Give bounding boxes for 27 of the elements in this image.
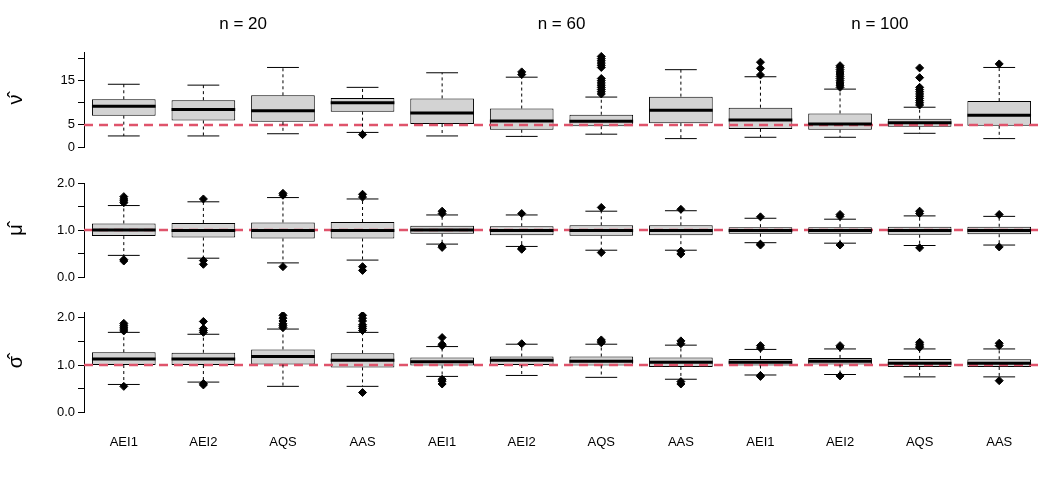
x-tick-label: AEI1	[428, 433, 457, 449]
x-tick-label: AEI1	[746, 433, 775, 449]
x-tick-label: AEI2	[825, 433, 855, 449]
x-tick-label: AEI1	[109, 433, 138, 449]
x-tick-label: AQS	[269, 433, 298, 449]
y-tick-label: 5	[67, 116, 75, 132]
y-tick-label: 0.0	[56, 268, 75, 284]
y-axis-title: σ̂	[3, 352, 26, 369]
y-axis-title: μ̂	[3, 220, 26, 236]
x-tick-label: AAS	[986, 433, 1013, 449]
text: n = 20	[219, 13, 268, 33]
text: n = 60	[537, 13, 586, 33]
x-tick-label: AEI2	[507, 433, 536, 449]
x-tick-label: AQS	[905, 433, 934, 449]
text: n = 100	[851, 13, 909, 33]
x-tick-label: AEI2	[189, 433, 218, 449]
y-tick-label: 15	[60, 72, 75, 88]
x-tick-label: AAS	[349, 433, 376, 449]
y-tick-label: 2.0	[56, 309, 75, 325]
y-tick-label: 0.0	[56, 403, 75, 419]
y-axis-title: ν̂	[3, 90, 26, 105]
y-tick-label: 1.0	[56, 221, 75, 237]
y-tick-label: 2.0	[56, 174, 75, 190]
y-tick-label: 1.0	[56, 356, 75, 372]
y-tick-label: 0	[67, 138, 75, 154]
x-tick-label: AAS	[667, 433, 695, 449]
x-tick-label: AQS	[587, 433, 616, 449]
